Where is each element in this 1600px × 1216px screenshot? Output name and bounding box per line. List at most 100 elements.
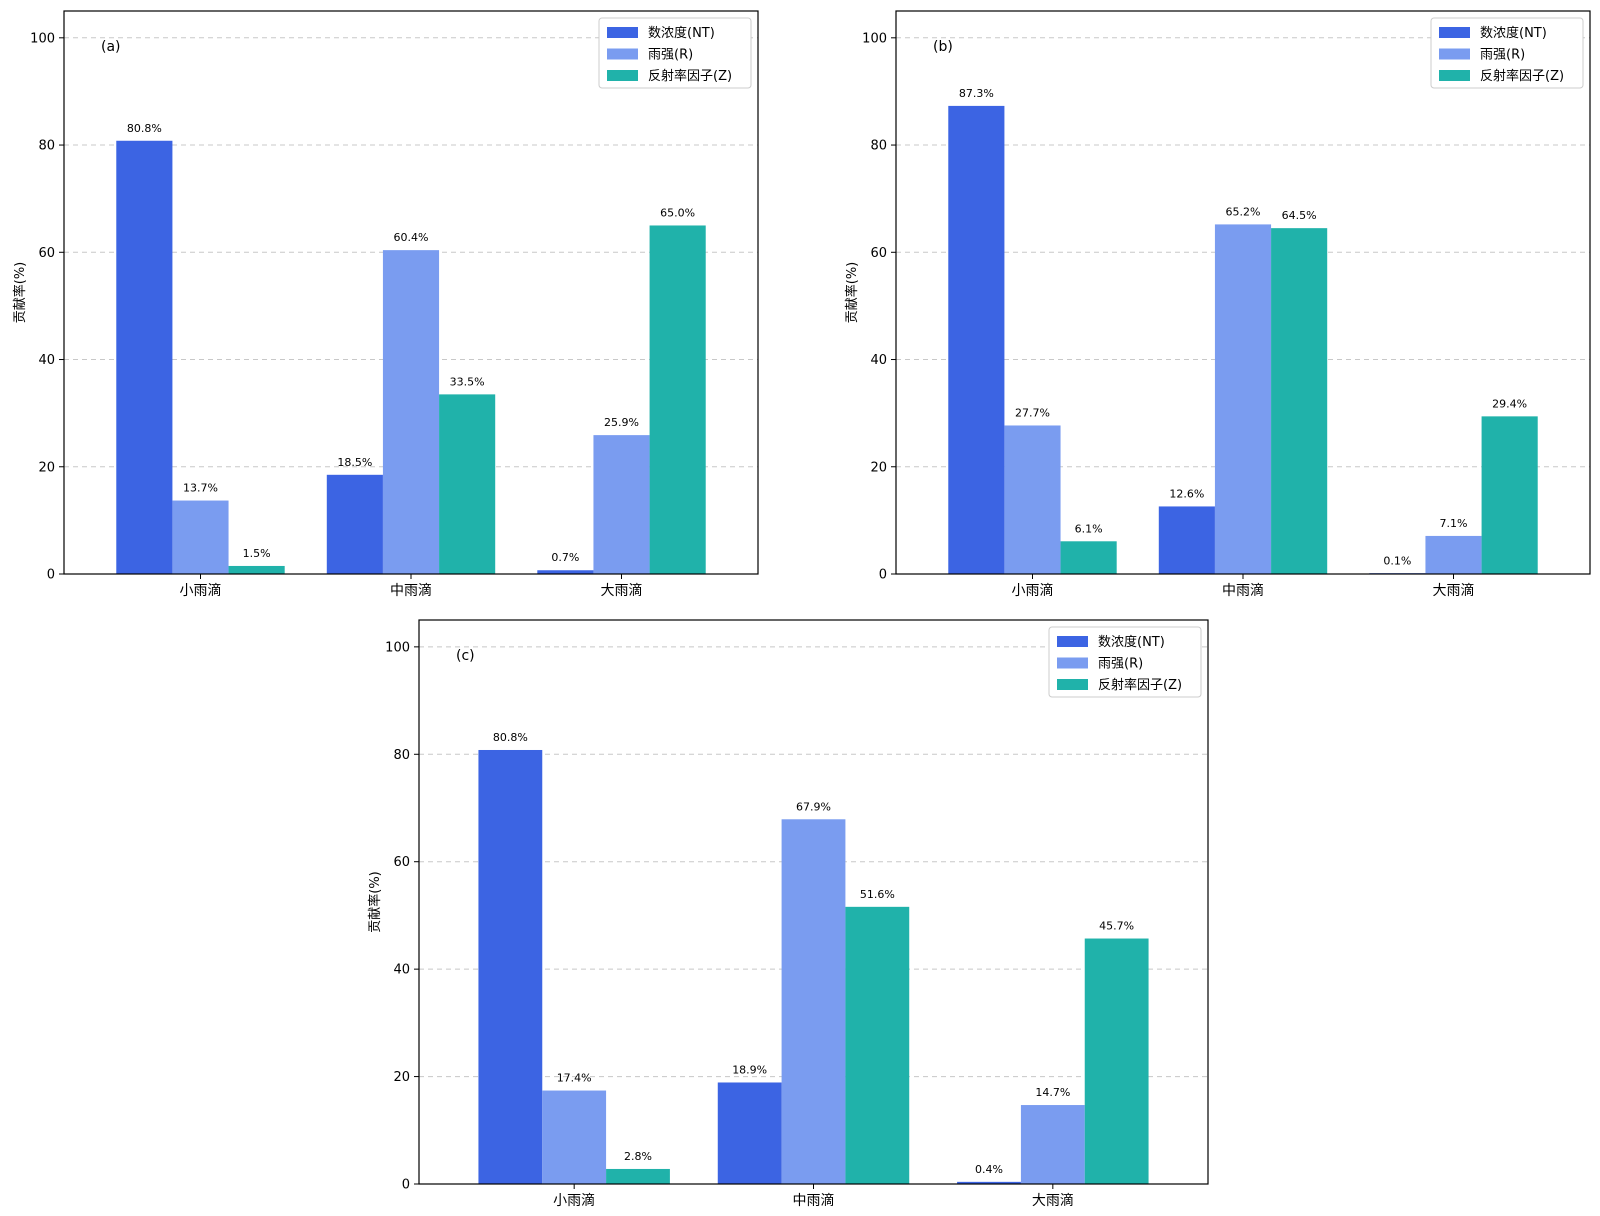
y-tick-label: 80 <box>870 139 887 154</box>
legend-swatch-z <box>1057 679 1088 690</box>
bar-value-label: 60.4% <box>394 231 429 244</box>
chart-panel-2: 0 20 40 60 80 100 87.3% 27.7% 6.1% 小雨滴 12.6% 65.2% 6… <box>844 10 1591 599</box>
legend-label-z: 反射率因子(Z) <box>1098 677 1182 693</box>
x-category-label: 小雨滴 <box>1011 582 1053 599</box>
legend-label-r: 雨强(R) <box>648 48 693 63</box>
bar-nt-small <box>948 105 1005 575</box>
bar-r-medium <box>1214 224 1272 574</box>
bar-value-label: 6.1% <box>1075 522 1103 535</box>
bar-value-label: 25.9% <box>604 416 639 429</box>
bar-value-label: 67.9% <box>796 800 831 813</box>
bar-z-small <box>228 565 285 574</box>
y-tick-label: 100 <box>862 31 887 46</box>
bar-value-label: 14.7% <box>1035 1086 1070 1099</box>
axes-frame <box>63 10 759 575</box>
bar-value-label: 0.4% <box>975 1163 1003 1176</box>
panel-tag: (a) <box>101 39 121 55</box>
y-tick-label: 40 <box>870 353 887 368</box>
bar-nt-large <box>957 1181 1021 1184</box>
bar-value-label: 18.5% <box>337 456 372 469</box>
bar-nt-small <box>478 749 543 1184</box>
bar-value-label: 17.4% <box>557 1072 592 1085</box>
x-category-label: 中雨滴 <box>793 1192 835 1209</box>
y-tick-label: 60 <box>38 246 55 261</box>
legend: 数浓度(NT) 雨强(R) 反射率因子(Z) <box>598 17 752 89</box>
x-category-label: 中雨滴 <box>390 582 432 599</box>
y-axis-label: 贡献率(%) <box>367 871 383 933</box>
y-tick-label: 40 <box>38 353 55 368</box>
legend-label-r: 雨强(R) <box>1480 48 1525 63</box>
legend: 数浓度(NT) 雨强(R) 反射率因子(Z) <box>1048 626 1202 698</box>
y-tick-label: 20 <box>393 1070 410 1085</box>
chart-panel-1: 0 20 40 60 80 100 80.8% 13.7% 1.5% 小雨滴 18.5% 60.4% 3… <box>12 10 759 599</box>
x-category-label: 大雨滴 <box>1433 582 1475 599</box>
y-axis-label: 贡献率(%) <box>12 262 28 324</box>
legend-label-z: 反射率因子(Z) <box>1480 68 1564 84</box>
bar-value-label: 45.7% <box>1099 920 1134 933</box>
bar-r-large <box>1425 535 1482 574</box>
bar-r-small <box>542 1090 607 1184</box>
x-category-label: 小雨滴 <box>553 1192 595 1209</box>
bar-z-large <box>1481 416 1538 574</box>
bar-value-label: 87.3% <box>959 87 994 100</box>
y-tick-label: 100 <box>385 640 410 655</box>
panel-tag: (b) <box>933 39 953 55</box>
bar-value-label: 7.1% <box>1440 517 1468 530</box>
x-category-label: 大雨滴 <box>1032 1192 1074 1209</box>
y-tick-label: 60 <box>870 246 887 261</box>
legend-swatch-nt <box>1057 636 1088 647</box>
y-tick-label: 0 <box>879 568 887 583</box>
bar-value-label: 51.6% <box>860 888 895 901</box>
legend-label-z: 反射率因子(Z) <box>648 68 732 84</box>
bar-z-large <box>649 225 706 574</box>
bar-r-large <box>1020 1105 1085 1184</box>
bar-value-label: 2.8% <box>624 1150 652 1163</box>
bar-z-medium <box>439 394 496 574</box>
legend-label-r: 雨强(R) <box>1098 657 1143 672</box>
y-tick-label: 0 <box>47 568 55 583</box>
bar-value-label: 65.0% <box>660 206 695 219</box>
legend-label-nt: 数浓度(NT) <box>1480 25 1547 41</box>
y-tick-label: 100 <box>30 31 55 46</box>
x-category-label: 大雨滴 <box>601 582 643 599</box>
bar-value-label: 12.6% <box>1169 487 1204 500</box>
x-category-label: 小雨滴 <box>179 582 221 599</box>
bar-nt-medium <box>326 474 383 574</box>
legend-swatch-nt <box>1439 27 1470 38</box>
y-axis-label: 贡献率(%) <box>844 262 860 324</box>
bar-value-label: 65.2% <box>1226 205 1261 218</box>
bar-r-medium <box>382 250 440 575</box>
axes-frame <box>418 619 1209 1185</box>
bar-nt-medium <box>717 1082 782 1184</box>
panel-tag: (c) <box>456 648 475 664</box>
bar-r-small <box>1004 425 1061 574</box>
bar-value-label: 1.5% <box>243 547 271 560</box>
chart-panel-3: 0 20 40 60 80 100 80.8% 17.4% 2.8% 小雨滴 18.9% 67.9% 5… <box>367 619 1209 1209</box>
bar-value-label: 13.7% <box>183 482 218 495</box>
y-tick-label: 20 <box>870 460 887 475</box>
legend-swatch-r <box>1439 48 1470 60</box>
y-tick-label: 80 <box>393 748 410 763</box>
legend-swatch-r <box>607 48 638 60</box>
y-tick-label: 40 <box>393 963 410 978</box>
bar-z-small <box>1060 541 1117 574</box>
bar-value-label: 0.1% <box>1383 554 1411 567</box>
bar-z-large <box>1084 938 1149 1184</box>
legend-swatch-z <box>1439 70 1470 81</box>
bar-value-label: 27.7% <box>1015 406 1050 419</box>
bar-r-medium <box>781 819 846 1184</box>
y-tick-label: 20 <box>38 460 55 475</box>
x-category-label: 中雨滴 <box>1222 582 1264 599</box>
bar-value-label: 80.8% <box>127 122 162 135</box>
bar-value-label: 29.4% <box>1492 397 1527 410</box>
bar-value-label: 33.5% <box>450 375 485 388</box>
y-tick-label: 0 <box>402 1178 410 1193</box>
legend-swatch-r <box>1057 657 1088 669</box>
legend-swatch-z <box>607 70 638 81</box>
axes-frame <box>895 10 1591 575</box>
bar-z-medium <box>1271 228 1328 574</box>
bar-z-small <box>606 1168 670 1184</box>
legend-swatch-nt <box>607 27 638 38</box>
bar-z-medium <box>845 906 910 1184</box>
